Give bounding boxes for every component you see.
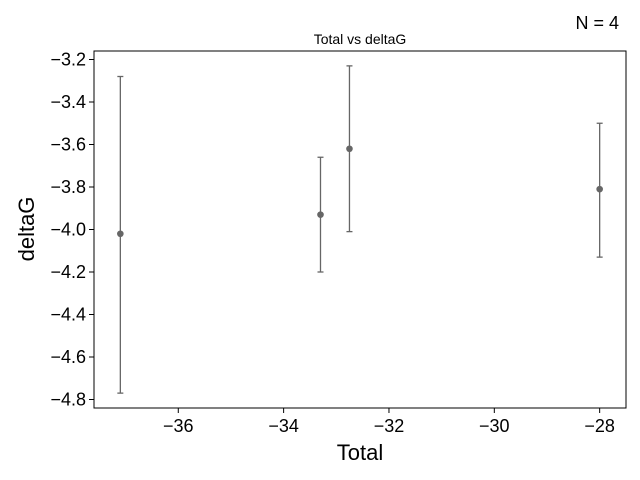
y-axis-ticks: −4.8 −4.6 −4.4 −4.2 −4.0 −3.8 −3.6 −3.4 −3.2 (50, 50, 94, 410)
x-tick-label: −36 (163, 416, 194, 436)
data-point (117, 230, 124, 238)
sample-count-label: N = 4 (575, 13, 619, 33)
plot-frame (93, 50, 627, 409)
y-tick-label: −4.8 (50, 390, 86, 410)
data-point (346, 145, 353, 153)
y-tick-label: −3.8 (50, 177, 86, 197)
data-marks (117, 65, 603, 394)
y-tick-label: −4.6 (50, 347, 86, 367)
x-axis-ticks: −36 −34 −32 −30 −28 (163, 408, 615, 436)
x-axis-label: Total (337, 440, 383, 465)
x-tick-label: −30 (479, 416, 510, 436)
data-point (317, 211, 324, 218)
x-tick-label: −32 (374, 416, 405, 436)
chart-title: Total vs deltaG (314, 31, 407, 47)
y-tick-label: −4.4 (50, 305, 86, 325)
y-tick-label: −3.2 (50, 50, 86, 70)
data-point (596, 185, 603, 193)
y-tick-label: −4.0 (50, 220, 86, 240)
x-tick-label: −28 (584, 416, 615, 436)
y-tick-label: −4.2 (50, 262, 86, 282)
y-tick-label: −3.6 (50, 135, 86, 155)
x-tick-label: −34 (268, 416, 299, 436)
y-tick-label: −3.4 (50, 92, 86, 112)
y-axis-label: deltaG (14, 197, 39, 262)
